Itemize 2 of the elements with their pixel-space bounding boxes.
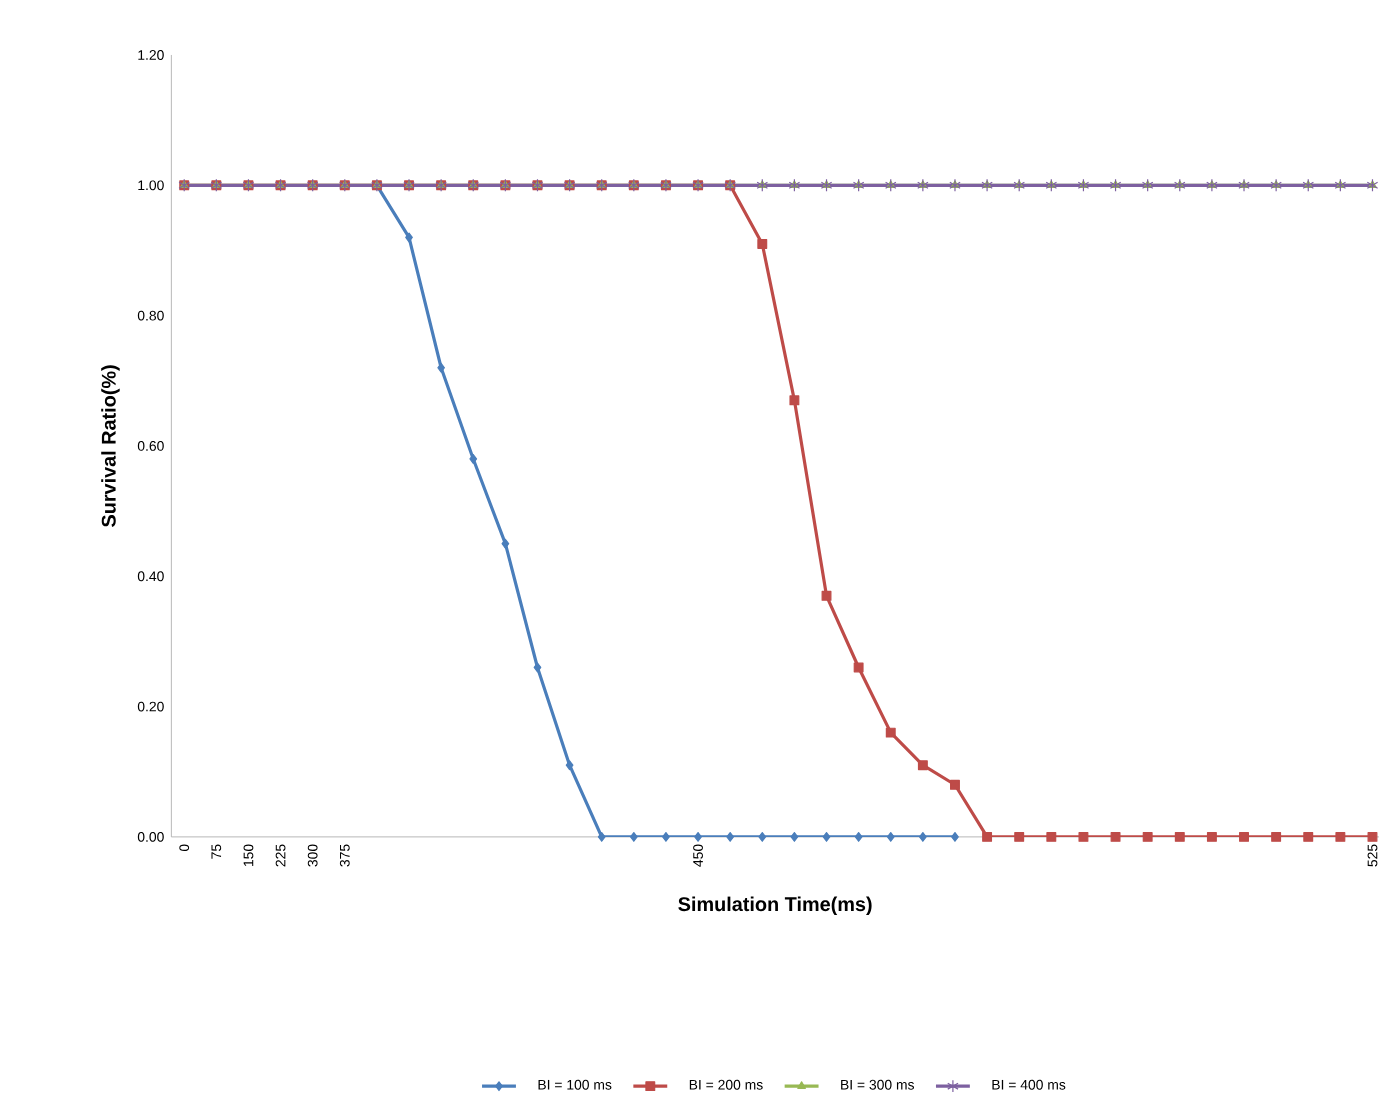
- y-axis-title: Survival Ratio(%): [101, 365, 120, 528]
- x-axis-title: Simulation Time(ms): [678, 896, 872, 916]
